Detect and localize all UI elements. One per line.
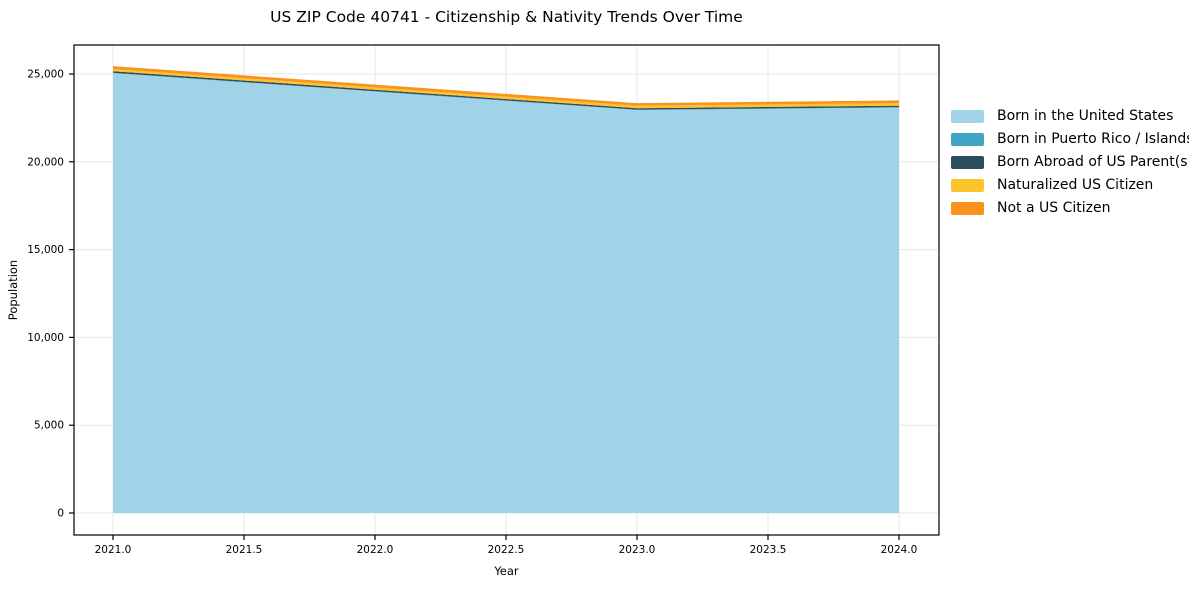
y-axis-label: Population [6, 259, 20, 321]
area-series-3 [113, 68, 899, 109]
x-tick-label: 2023.5 [750, 544, 787, 556]
x-tick-label: 2022.0 [357, 544, 394, 556]
y-tick-label: 20,000 [27, 156, 64, 168]
legend-swatch [951, 132, 984, 146]
legend-label: Born in the United States [997, 108, 1174, 124]
x-axis-label: Year [494, 564, 519, 578]
x-tick-label: 2022.5 [488, 544, 525, 556]
legend-item: Naturalized US Citizen [951, 177, 1189, 193]
legend-swatch [951, 178, 984, 192]
x-tick-label: 2021.5 [226, 544, 263, 556]
y-tick-label: 25,000 [27, 69, 64, 81]
area-series-0 [113, 73, 899, 513]
area-series-4 [113, 66, 899, 106]
x-tick-label: 2021.0 [95, 544, 132, 556]
legend-swatch [951, 201, 984, 215]
legend-item: Born Abroad of US Parent(s) [951, 154, 1189, 170]
legend-label: Born in Puerto Rico / Islands [997, 131, 1189, 147]
legend-item: Not a US Citizen [951, 200, 1189, 216]
y-tick-label: 10,000 [27, 332, 64, 344]
legend-label: Naturalized US Citizen [997, 177, 1154, 193]
legend-label: Born Abroad of US Parent(s) [997, 154, 1189, 170]
legend-item: Born in Puerto Rico / Islands [951, 131, 1189, 147]
chart-title: US ZIP Code 40741 - Citizenship & Nativi… [270, 8, 743, 26]
legend: Born in the United States Born in Puerto … [951, 108, 1189, 216]
legend-item: Born in the United States [951, 108, 1189, 124]
y-tick-label: 5,000 [34, 420, 64, 432]
x-tick-label: 2024.0 [881, 544, 918, 556]
y-tick-label: 15,000 [27, 244, 64, 256]
y-tick-label: 0 [57, 508, 64, 520]
legend-swatch [951, 155, 984, 169]
x-tick-label: 2023.0 [619, 544, 656, 556]
legend-label: Not a US Citizen [997, 200, 1111, 216]
legend-swatch [951, 109, 984, 123]
